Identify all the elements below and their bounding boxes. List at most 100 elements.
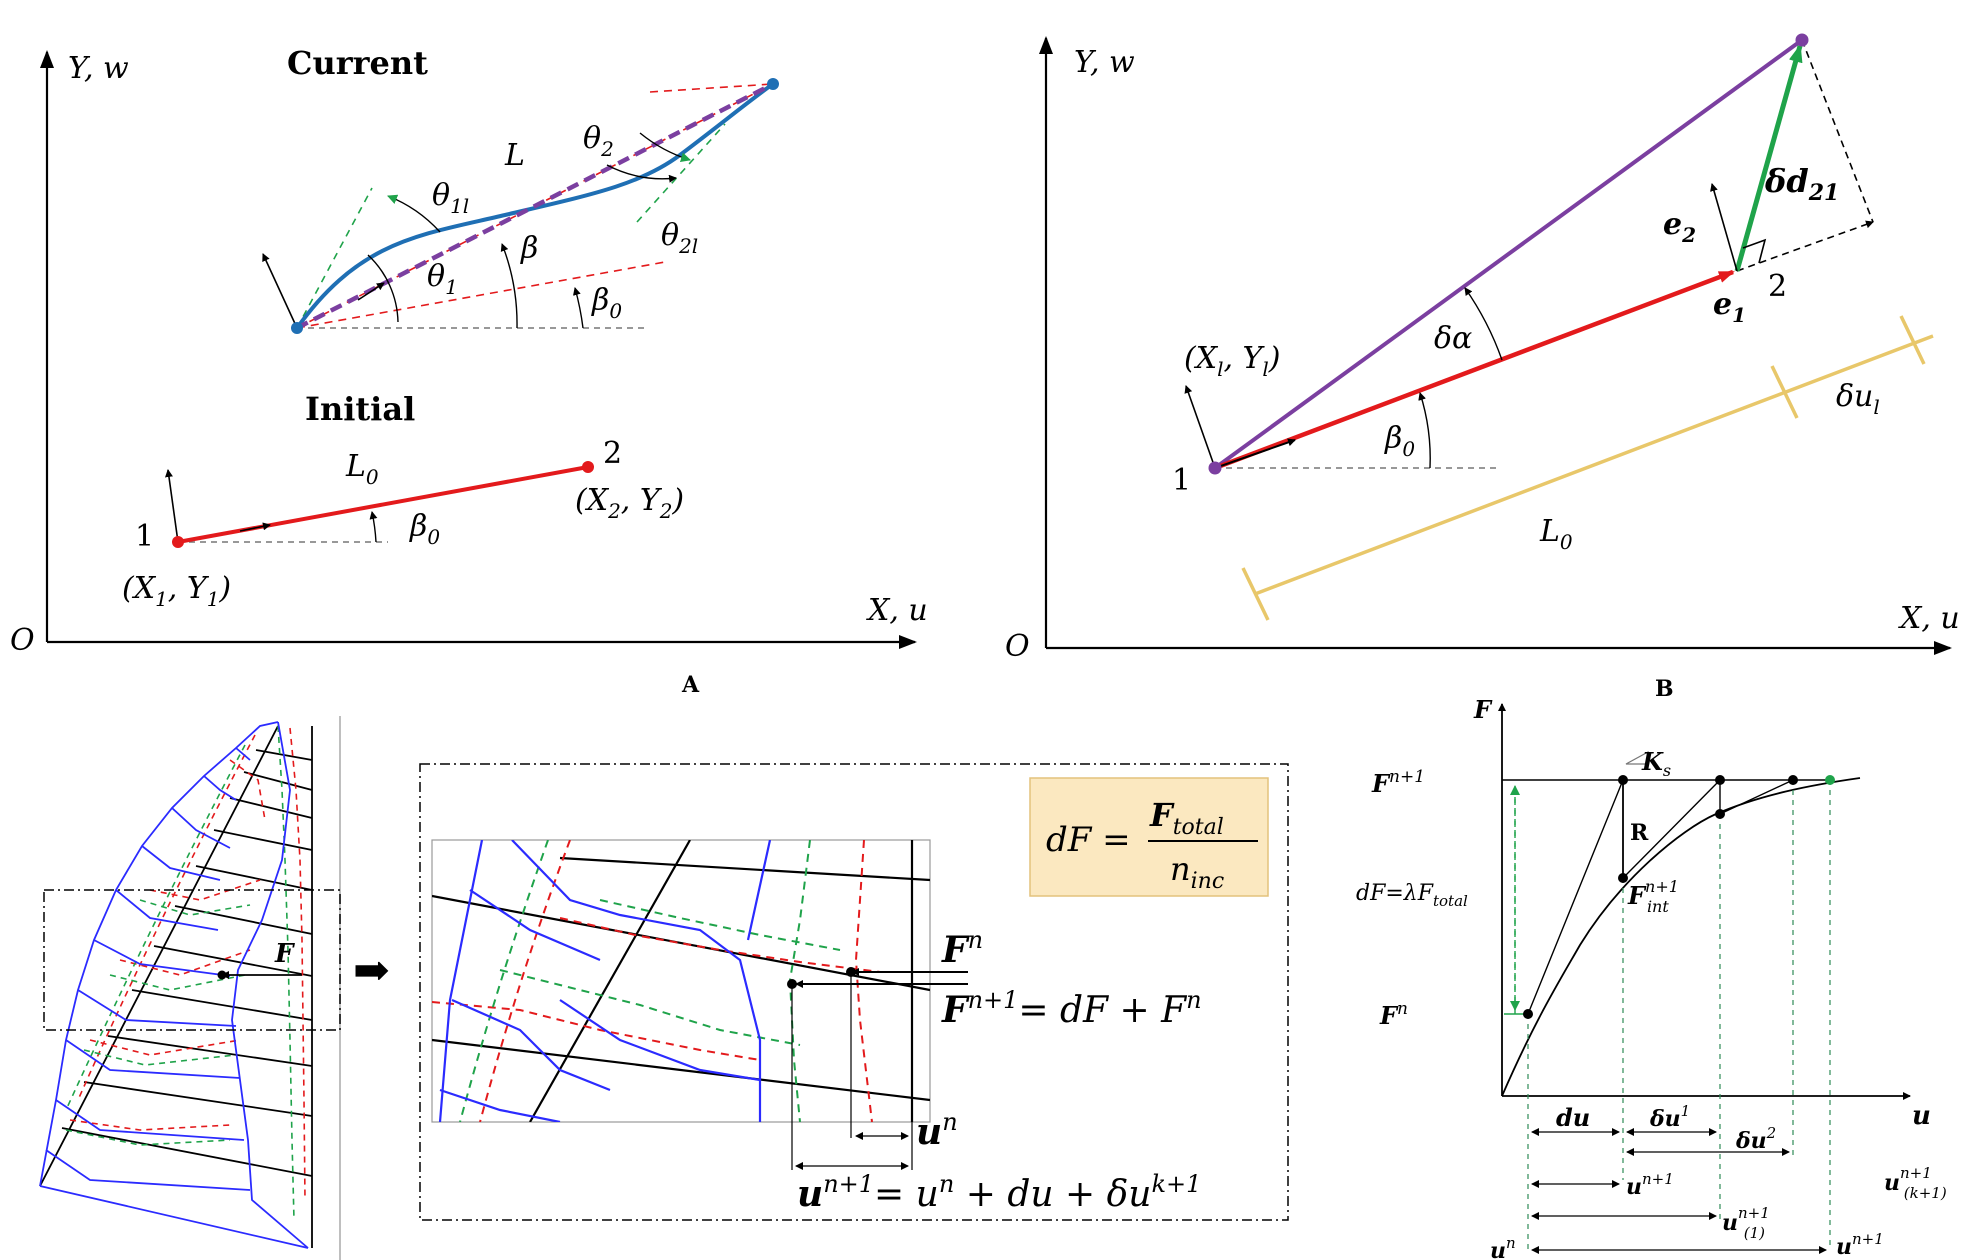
zoom-box <box>419 763 1289 1221</box>
node-n1 <box>787 979 797 989</box>
current-node-2 <box>767 78 779 90</box>
Fn-axis-label: Fn <box>1379 999 1408 1030</box>
local-x-arrow <box>1214 438 1296 469</box>
e2-label: e2 <box>1663 207 1696 247</box>
gold-tick-3 <box>1899 315 1926 365</box>
node-1-b <box>1208 461 1222 475</box>
beta0-label-b: β0 <box>1384 421 1415 461</box>
L-label: L <box>504 138 525 173</box>
dalpha-arc <box>1464 287 1503 361</box>
theta2-arc <box>639 132 691 163</box>
un1-label-bottom: un+1 <box>1836 1230 1884 1260</box>
Fn-label: Fn <box>941 926 983 971</box>
un1-label: un+1 <box>1626 1170 1674 1200</box>
green-tangent-1 <box>296 187 373 329</box>
du-label: du <box>1556 1103 1590 1132</box>
formula-box <box>1029 777 1269 897</box>
initial-normal-arrow <box>165 469 179 543</box>
point-Fint <box>1618 873 1628 883</box>
x-axis-label: X, u <box>866 593 928 628</box>
gold-tick-2 <box>1770 365 1799 419</box>
zoom-inner-frame <box>431 839 931 1123</box>
gold-dimension-line <box>1254 334 1934 596</box>
x-axis-label-b: X, u <box>1898 601 1960 636</box>
theta2-label: θ2 <box>583 121 614 161</box>
panel-b: O Y, w X, u (Xl, Yl) δα β0 1 2 <box>1005 33 1960 702</box>
node2-label-b: 2 <box>1768 269 1787 304</box>
caption-a: A <box>681 672 700 698</box>
point-Fn <box>1523 1009 1533 1019</box>
panel-a: O Y, w X, u Current Initial L θ1l θ1 θ2 <box>10 44 928 698</box>
tangent-line-1 <box>1527 779 1624 1015</box>
formula-dF: dF = <box>1046 820 1131 860</box>
y-axis-label: Y, w <box>68 51 129 86</box>
formula-denominator: ninc <box>1170 850 1224 894</box>
theta2l-arc <box>606 164 677 183</box>
delta-d21-vector <box>1734 44 1803 272</box>
initial-orientation-b <box>1214 269 1735 471</box>
u-axis-label: u <box>1912 1101 1931 1131</box>
formula-numerator: Ftotal <box>1149 796 1224 840</box>
un1-k-label: un+1 (k+1) <box>1884 1164 1947 1202</box>
theta1-arc <box>367 254 399 323</box>
zoom-arrow-icon: ➡ <box>353 945 390 996</box>
mesh-black-lines <box>39 725 313 1248</box>
X1Y1-label: (X1, Y1) <box>122 571 231 611</box>
point-curve-1 <box>1715 809 1725 819</box>
projection-dashed <box>1801 39 1874 223</box>
beta0-arc-b <box>1418 392 1431 469</box>
point-iter-2 <box>1788 775 1798 785</box>
y-axis-label-b: Y, w <box>1074 45 1135 80</box>
caption-b: B <box>1655 676 1674 702</box>
point-iter-1 <box>1715 775 1725 785</box>
un1-1-label: un+1 (1) <box>1722 1204 1770 1242</box>
dd21-label: δd21 <box>1764 162 1839 206</box>
mesh-red-dashed <box>69 727 306 1201</box>
stiffness-triangle-icon <box>1625 750 1649 765</box>
XlYl-label: (Xl, Yl) <box>1184 341 1280 381</box>
beta-arc <box>500 243 518 329</box>
beta0-label-initial: β0 <box>409 509 440 549</box>
local-y-arrow <box>1184 385 1216 469</box>
beta0-arc-a <box>573 287 584 329</box>
node-n <box>846 967 856 977</box>
current-chord-b <box>1213 38 1804 470</box>
L0-label-b: L0 <box>1539 514 1573 554</box>
point-Fn1-trial <box>1618 775 1628 785</box>
zoom-mesh <box>432 840 930 1122</box>
e1-extension-dashed <box>1736 220 1874 272</box>
initial-element <box>177 465 589 544</box>
green-tangent-2 <box>636 123 726 223</box>
panel-c: F ➡ <box>39 716 1289 1260</box>
current-element-curve <box>295 82 775 330</box>
R-label: R <box>1630 820 1649 846</box>
normal-arrow-a <box>262 253 298 329</box>
X2Y2-label: (X2, Y2) <box>575 483 684 523</box>
dimension-arrows <box>1531 1128 1827 1254</box>
dul-label: δul <box>1836 379 1880 419</box>
un-label: un <box>916 1108 958 1153</box>
node1-label-b: 1 <box>1172 463 1191 498</box>
Fn1-axis-label: Fn+1 <box>1371 767 1425 798</box>
mesh-node <box>217 970 227 980</box>
red-dashed-end <box>649 83 774 93</box>
panel-d: F u <box>1356 695 1947 1260</box>
right-angle-marker <box>1742 238 1767 264</box>
current-label: Current <box>287 44 428 82</box>
theta2l-label: θ2l <box>661 218 698 258</box>
point-converged <box>1825 775 1835 785</box>
origin-label: O <box>10 623 35 658</box>
node-2-current-b <box>1795 33 1809 47</box>
Fint-label: Fn+1 int <box>1627 877 1679 916</box>
projection-lines <box>1527 780 1831 1250</box>
origin-label-b: O <box>1005 629 1030 664</box>
chord-arrow <box>357 282 385 301</box>
dalpha-label: δα <box>1434 321 1472 356</box>
dF-lambda-label: dF=λFtotal <box>1356 881 1468 910</box>
node1-label-a: 1 <box>135 519 154 554</box>
theta1l-label: θ1l <box>432 178 469 218</box>
L0-label-a: L0 <box>345 449 379 489</box>
gold-tick-1 <box>1241 567 1270 621</box>
F-axis-label: F <box>1473 695 1493 724</box>
